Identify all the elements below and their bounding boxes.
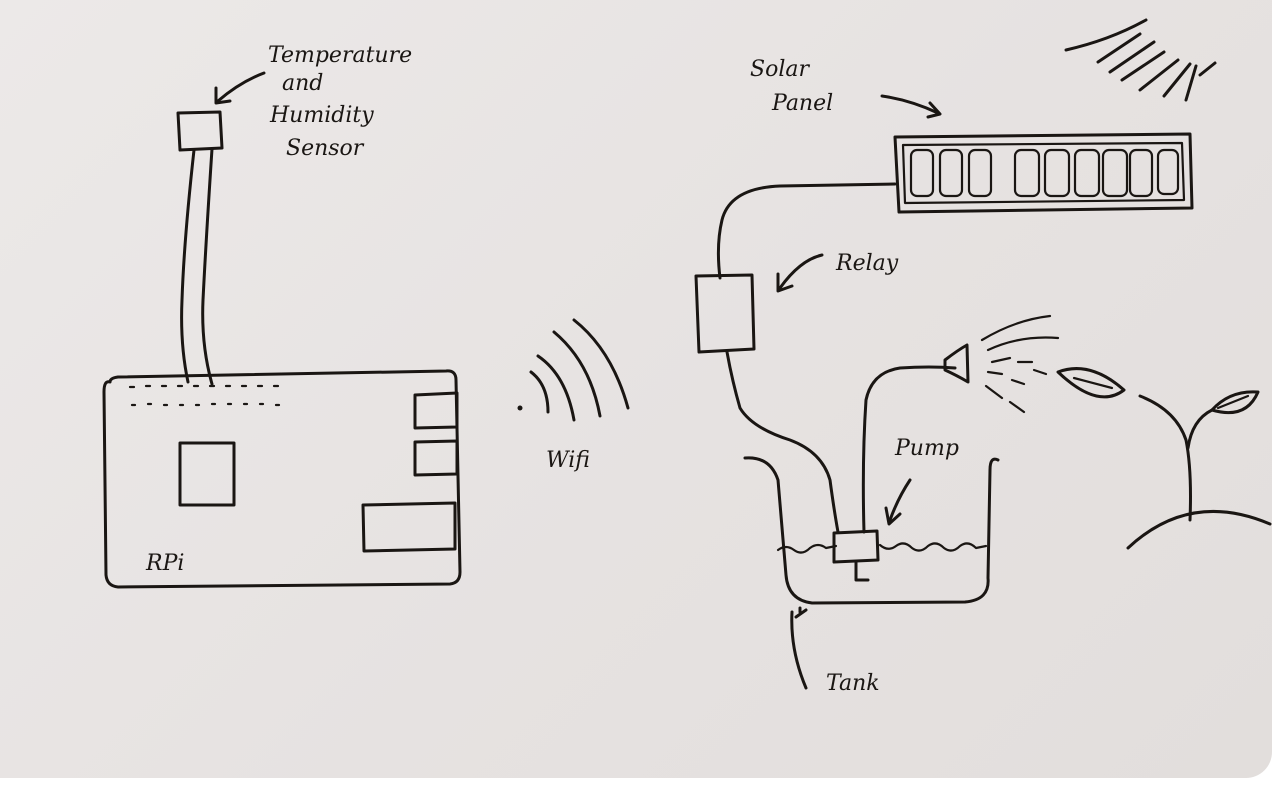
rpi-board [102, 369, 462, 589]
sensor-label-line2: and [282, 71, 323, 96]
solar-arrow [880, 94, 940, 115]
sensor-wire-left [180, 148, 196, 384]
pump-label: Pump [894, 436, 959, 461]
gpio-pins [128, 384, 281, 407]
usb-port-1 [413, 391, 459, 430]
relay [694, 253, 824, 354]
plant-icon [1056, 367, 1272, 550]
sensor-label: Temperature and Humidity Sensor [268, 43, 412, 161]
water-pipe [861, 365, 957, 534]
usb-port-2 [413, 439, 459, 477]
sun-icon [1064, 18, 1217, 102]
sensor-label-line3: Humidity [269, 103, 374, 128]
rpi-label: RPi [145, 551, 184, 576]
sensor-arrow [216, 71, 266, 103]
relay-pump-wire [725, 350, 840, 534]
pump [832, 478, 912, 582]
ethernet-port [361, 501, 457, 553]
sensor [176, 71, 266, 386]
water-spray [980, 314, 1060, 414]
tank [743, 456, 1000, 690]
wifi-label: Wifi [546, 448, 590, 473]
sensor-label-line1: Temperature [268, 43, 412, 68]
sensor-box [176, 110, 224, 152]
solar-panel [880, 94, 1194, 214]
relay-label: Relay [835, 251, 899, 276]
tank-label: Tank [826, 671, 880, 696]
rpi-chip [178, 441, 236, 507]
relay-arrow [778, 253, 824, 290]
sensor-label-line4: Sensor [286, 136, 365, 161]
solar-label-line2: Panel [771, 91, 833, 116]
solar-label-line1: Solar [750, 57, 810, 82]
nozzle [943, 343, 970, 384]
solar-relay-wire [716, 182, 897, 280]
pump-arrow [888, 478, 912, 522]
tank-arrow [790, 610, 808, 690]
wifi-icon [517, 318, 630, 422]
sensor-wire-right [201, 147, 214, 386]
